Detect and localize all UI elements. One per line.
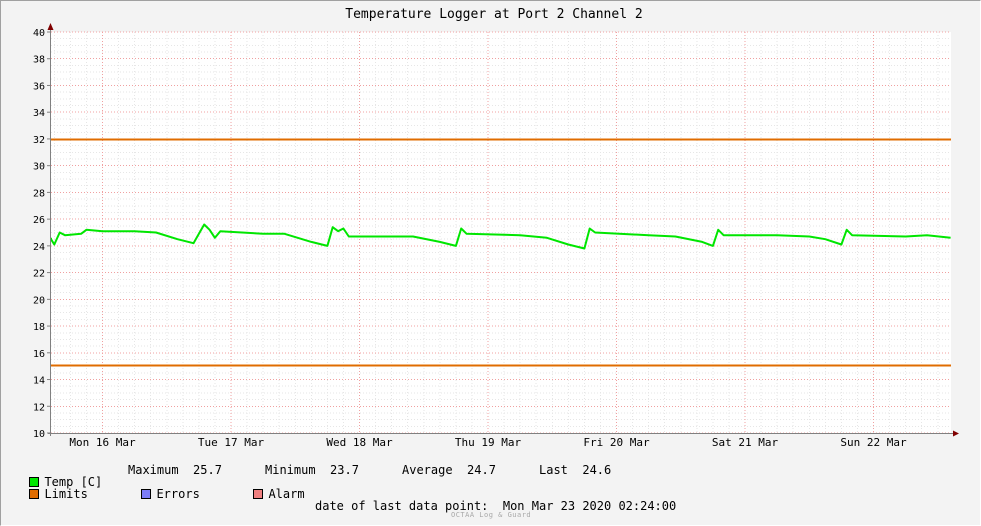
y-tick-label: 34: [33, 108, 45, 119]
y-tick-label: 26: [33, 215, 45, 226]
last-value: 24.6: [582, 463, 612, 477]
y-tick-label: 14: [33, 376, 45, 387]
x-tick-label: Wed 18 Mar: [326, 436, 393, 449]
y-tick-label: 36: [33, 81, 45, 92]
y-tick-label: 20: [33, 295, 45, 306]
maximum-value: 25.7: [193, 463, 222, 477]
y-tick-label: 12: [33, 402, 45, 413]
minor-grid: [51, 32, 951, 433]
y-tick-label: 10: [33, 429, 45, 440]
legend-row-temp: Temp [C]: [15, 464, 102, 488]
last-data-point: date of last data point: Mon Mar 23 2020…: [315, 499, 676, 513]
x-tick-label: Thu 19 Mar: [455, 436, 522, 449]
y-axis-arrow: [47, 23, 54, 30]
legend-average: Average 24.7: [402, 464, 496, 476]
maximum-label: Maximum: [128, 463, 179, 477]
x-tick-label: Sun 22 Mar: [840, 436, 907, 449]
average-label: Average: [402, 463, 453, 477]
legend-temp-label: Temp [C]: [44, 475, 103, 489]
limits-swatch: [29, 489, 40, 499]
x-tick-labels: Mon 16 Mar Tue 17 Mar Wed 18 Mar Thu 19 Mar…: [69, 436, 907, 449]
y-tick-label: 32: [33, 135, 45, 146]
legend-limits: Limits: [15, 476, 88, 500]
average-value: 24.7: [467, 463, 496, 477]
x-tick-label: Mon 16 Mar: [69, 436, 136, 449]
legend-errors: Errors: [127, 476, 200, 500]
x-tick-label: Sat 21 Mar: [712, 436, 779, 449]
y-tick-labels: 10 12 14 16 18 20 22 24 26 28 30 32 34 36 38 40: [33, 28, 51, 440]
last-point-label: date of last data point:: [315, 499, 489, 513]
y-tick-label: 18: [33, 322, 45, 333]
axes: [47, 23, 959, 437]
y-tick-label: 22: [33, 269, 45, 280]
x-axis-arrow: [953, 430, 959, 437]
legend-alarm-label: Alarm: [268, 487, 305, 501]
x-tick-label: Tue 17 Mar: [198, 436, 265, 449]
series-layer: [50, 223, 951, 250]
y-tick-label: 24: [33, 242, 45, 253]
y-tick-label: 16: [33, 349, 45, 360]
limit-lines: [51, 138, 951, 367]
y-tick-label: 28: [33, 188, 45, 199]
legend-limits-label: Limits: [44, 487, 88, 501]
minimum-value: 23.7: [330, 463, 359, 477]
alarm-swatch: [253, 489, 264, 499]
chart-title: Temperature Logger at Port 2 Channel 2: [345, 7, 642, 22]
legend-last: Last 24.6: [539, 464, 611, 476]
legend-alarm: Alarm: [239, 476, 305, 500]
minimum-label: Minimum: [265, 463, 316, 477]
legend-maximum: Maximum 25.7: [128, 464, 222, 476]
y-tick-label: 40: [33, 28, 45, 39]
x-tick-label: Fri 20 Mar: [583, 436, 650, 449]
last-label: Last: [539, 463, 568, 477]
last-point-value: Mon Mar 23 2020 02:24:00: [502, 499, 677, 513]
errors-swatch: [141, 489, 152, 499]
brand-watermark: OCTAA Log & Guard: [451, 511, 532, 519]
series-line-temp: [50, 223, 951, 250]
legend-errors-label: Errors: [156, 487, 200, 501]
legend-minimum: Minimum 23.7: [265, 464, 359, 476]
temp-swatch: [29, 477, 40, 487]
y-tick-label: 38: [33, 55, 45, 66]
y-tick-label: 30: [33, 162, 45, 173]
